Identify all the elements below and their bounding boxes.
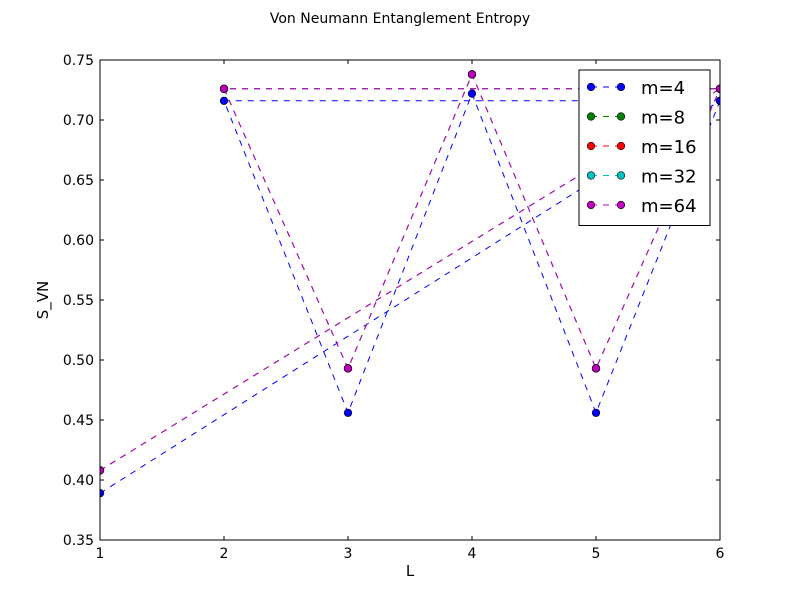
chart-title: Von Neumann Entanglement Entropy: [270, 11, 530, 27]
data-point-m=64: [219, 84, 229, 93]
legend-marker: [616, 112, 626, 121]
x-axis-label: L: [406, 562, 415, 580]
data-point-m=4: [467, 89, 477, 98]
y-tick-label: 0.35: [63, 533, 94, 549]
x-tick-label: 4: [468, 546, 477, 562]
legend-box: [578, 69, 711, 226]
data-point-m=4: [591, 408, 601, 417]
legend-label: m=4: [641, 78, 685, 99]
x-tick-label: 2: [220, 546, 229, 562]
series-group: [100, 70, 720, 498]
plot-area: [100, 70, 720, 498]
legend-marker: [616, 141, 626, 151]
data-point-m=64: [343, 364, 353, 373]
y-axis-label: S_VN: [34, 281, 53, 320]
legend-marker: [586, 171, 596, 180]
data-point-m=64: [715, 84, 720, 93]
legend-marker: [586, 200, 596, 210]
y-tick-label: 0.40: [63, 473, 94, 489]
y-tick-label: 0.65: [63, 173, 94, 189]
data-point-m=4: [715, 96, 720, 105]
legend-marker: [616, 82, 626, 92]
legend-marker: [616, 200, 626, 210]
legend-label: m=64: [641, 196, 697, 217]
x-tick-label: 1: [96, 546, 105, 562]
x-tick-label: 5: [592, 546, 601, 562]
y-tick-label: 0.45: [63, 413, 94, 429]
legend-marker: [586, 112, 596, 121]
legend-entry: m=32: [586, 167, 697, 188]
legend-marker: [586, 141, 596, 151]
y-tick-label: 0.70: [63, 113, 94, 129]
legend-entry: m=8: [586, 108, 685, 129]
legend-label: m=32: [641, 167, 697, 188]
legend-entry: m=64: [586, 196, 697, 217]
data-point-m=4: [100, 489, 105, 498]
y-tick-label: 0.55: [63, 293, 94, 309]
data-point-m=64: [467, 70, 477, 79]
data-point-m=4: [343, 408, 353, 417]
x-tick-label: 6: [716, 546, 725, 562]
legend-marker: [586, 82, 596, 92]
y-tick-label: 0.60: [63, 233, 94, 249]
x-tick-label: 3: [344, 546, 353, 562]
legend-entry: m=4: [586, 78, 685, 99]
legend-label: m=8: [641, 108, 685, 129]
data-point-m=4: [219, 96, 229, 105]
y-tick-label: 0.50: [63, 353, 94, 369]
legend-label: m=16: [641, 137, 697, 158]
axis-ticks: 1 2 3 4 5 6 0.35 0.40 0.45 0.50 0.55 0.60 0.65 0.70 0.…: [63, 53, 725, 562]
data-point-m=64: [100, 466, 105, 475]
legend-marker: [616, 171, 626, 180]
data-point-m=64: [591, 364, 601, 373]
legend-entry: m=16: [586, 137, 697, 158]
legend: m=4 m=8 m=16 m=32 m=64: [578, 69, 711, 226]
y-tick-label: 0.75: [63, 53, 94, 69]
